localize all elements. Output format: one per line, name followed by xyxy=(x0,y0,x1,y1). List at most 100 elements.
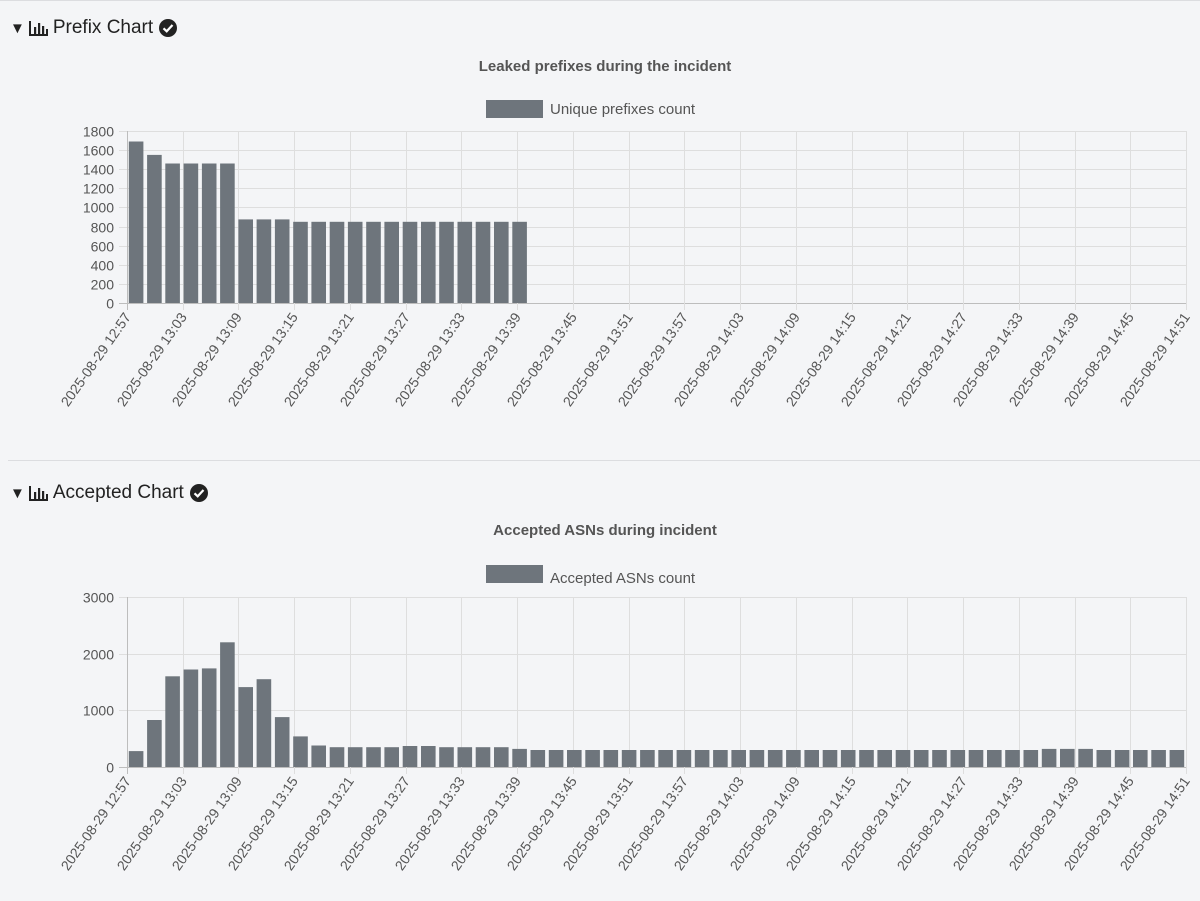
bar[interactable] xyxy=(932,750,947,767)
bar[interactable] xyxy=(767,750,783,767)
section-title: Prefix Chart xyxy=(52,17,154,38)
bar[interactable] xyxy=(512,748,527,767)
bar[interactable] xyxy=(311,221,326,303)
bar[interactable] xyxy=(329,747,345,767)
y-tick-label: 1600 xyxy=(83,143,114,159)
bar[interactable] xyxy=(1133,750,1148,767)
bar[interactable] xyxy=(822,750,838,767)
bar[interactable] xyxy=(201,668,217,767)
bar[interactable] xyxy=(494,221,509,303)
bar[interactable] xyxy=(256,679,272,767)
bar[interactable] xyxy=(311,745,326,768)
bar[interactable] xyxy=(713,750,728,767)
bar[interactable] xyxy=(1078,748,1093,767)
bar[interactable] xyxy=(165,163,180,304)
y-tick-label: 1000 xyxy=(83,200,114,216)
verified-check-icon xyxy=(189,484,208,502)
bar[interactable] xyxy=(457,221,473,303)
bar[interactable] xyxy=(567,750,582,767)
bar[interactable] xyxy=(183,163,199,304)
y-tick-label: 1400 xyxy=(83,162,114,178)
accepted-chart-panel: ▼ Accepted Chart Accepted ASNs during in… xyxy=(0,461,1200,901)
bar[interactable] xyxy=(840,750,856,767)
y-tick-label: 1200 xyxy=(83,181,114,197)
bar[interactable] xyxy=(640,750,655,767)
bar[interactable] xyxy=(694,750,710,767)
bar[interactable] xyxy=(859,750,874,767)
bar[interactable] xyxy=(439,747,454,767)
bar[interactable] xyxy=(238,687,253,767)
bar[interactable] xyxy=(895,750,911,767)
bar[interactable] xyxy=(366,221,381,303)
bar[interactable] xyxy=(439,221,454,303)
bar[interactable] xyxy=(201,163,217,304)
bar[interactable] xyxy=(621,750,637,767)
bar[interactable] xyxy=(347,221,363,303)
bar[interactable] xyxy=(293,221,308,303)
bar[interactable] xyxy=(475,221,491,303)
prefix-chart-toggle[interactable]: ▼ Prefix Chart xyxy=(10,16,178,40)
bar[interactable] xyxy=(402,746,418,767)
bar[interactable] xyxy=(913,750,929,767)
bar[interactable] xyxy=(293,736,308,767)
bar[interactable] xyxy=(1151,750,1166,767)
legend-label[interactable]: Unique prefixes count xyxy=(550,101,696,118)
bar[interactable] xyxy=(731,750,746,767)
y-tick-label: 400 xyxy=(91,258,115,274)
bar[interactable] xyxy=(585,750,600,767)
y-tick-label: 1800 xyxy=(83,124,114,140)
bar[interactable] xyxy=(987,750,1002,767)
bar[interactable] xyxy=(804,750,819,767)
bar[interactable] xyxy=(676,750,692,767)
bar[interactable] xyxy=(128,141,144,304)
bar[interactable] xyxy=(384,221,399,303)
bar[interactable] xyxy=(329,221,345,303)
bar[interactable] xyxy=(421,221,436,303)
bar[interactable] xyxy=(402,221,418,303)
bar[interactable] xyxy=(786,750,801,767)
bar[interactable] xyxy=(347,747,363,767)
bar[interactable] xyxy=(603,750,619,767)
bar[interactable] xyxy=(256,219,272,303)
bar[interactable] xyxy=(366,747,381,767)
bar[interactable] xyxy=(548,750,564,767)
bar[interactable] xyxy=(877,750,892,767)
bar[interactable] xyxy=(147,720,162,767)
bar[interactable] xyxy=(1096,750,1112,767)
bar[interactable] xyxy=(749,750,765,767)
bar[interactable] xyxy=(220,163,235,304)
bar[interactable] xyxy=(384,747,399,767)
bar[interactable] xyxy=(658,750,673,767)
bar[interactable] xyxy=(530,750,546,767)
bar[interactable] xyxy=(274,219,290,303)
bar[interactable] xyxy=(147,154,162,303)
bar[interactable] xyxy=(968,750,984,767)
bar[interactable] xyxy=(1060,748,1075,767)
legend-swatch[interactable] xyxy=(486,565,543,583)
bar[interactable] xyxy=(1114,750,1130,767)
bar[interactable] xyxy=(494,747,509,767)
bar-chart-icon xyxy=(28,486,48,501)
bar[interactable] xyxy=(1023,750,1039,767)
chart-title: Accepted ASNs during incident xyxy=(493,522,717,539)
bar[interactable] xyxy=(183,669,199,768)
prefix-chart-panel: ▼ Prefix Chart Leaked prefixes during th… xyxy=(10,16,1193,409)
bar[interactable] xyxy=(1005,750,1020,767)
accepted-chart-toggle[interactable]: ▼ Accepted Chart xyxy=(10,481,208,505)
bar[interactable] xyxy=(128,751,144,767)
bar[interactable] xyxy=(512,221,527,303)
legend-swatch[interactable] xyxy=(486,100,543,118)
bar[interactable] xyxy=(274,717,290,767)
bar[interactable] xyxy=(1169,750,1185,767)
bar[interactable] xyxy=(238,219,253,303)
bar[interactable] xyxy=(165,676,180,767)
bar[interactable] xyxy=(475,747,491,767)
legend-label[interactable]: Accepted ASNs count xyxy=(550,570,696,587)
bar[interactable] xyxy=(421,746,436,767)
y-tick-label: 3000 xyxy=(83,590,114,606)
bar[interactable] xyxy=(457,747,473,767)
y-tick-label: 1000 xyxy=(83,703,114,719)
bar[interactable] xyxy=(1041,748,1057,767)
bar[interactable] xyxy=(950,750,966,767)
bar[interactable] xyxy=(220,642,235,767)
